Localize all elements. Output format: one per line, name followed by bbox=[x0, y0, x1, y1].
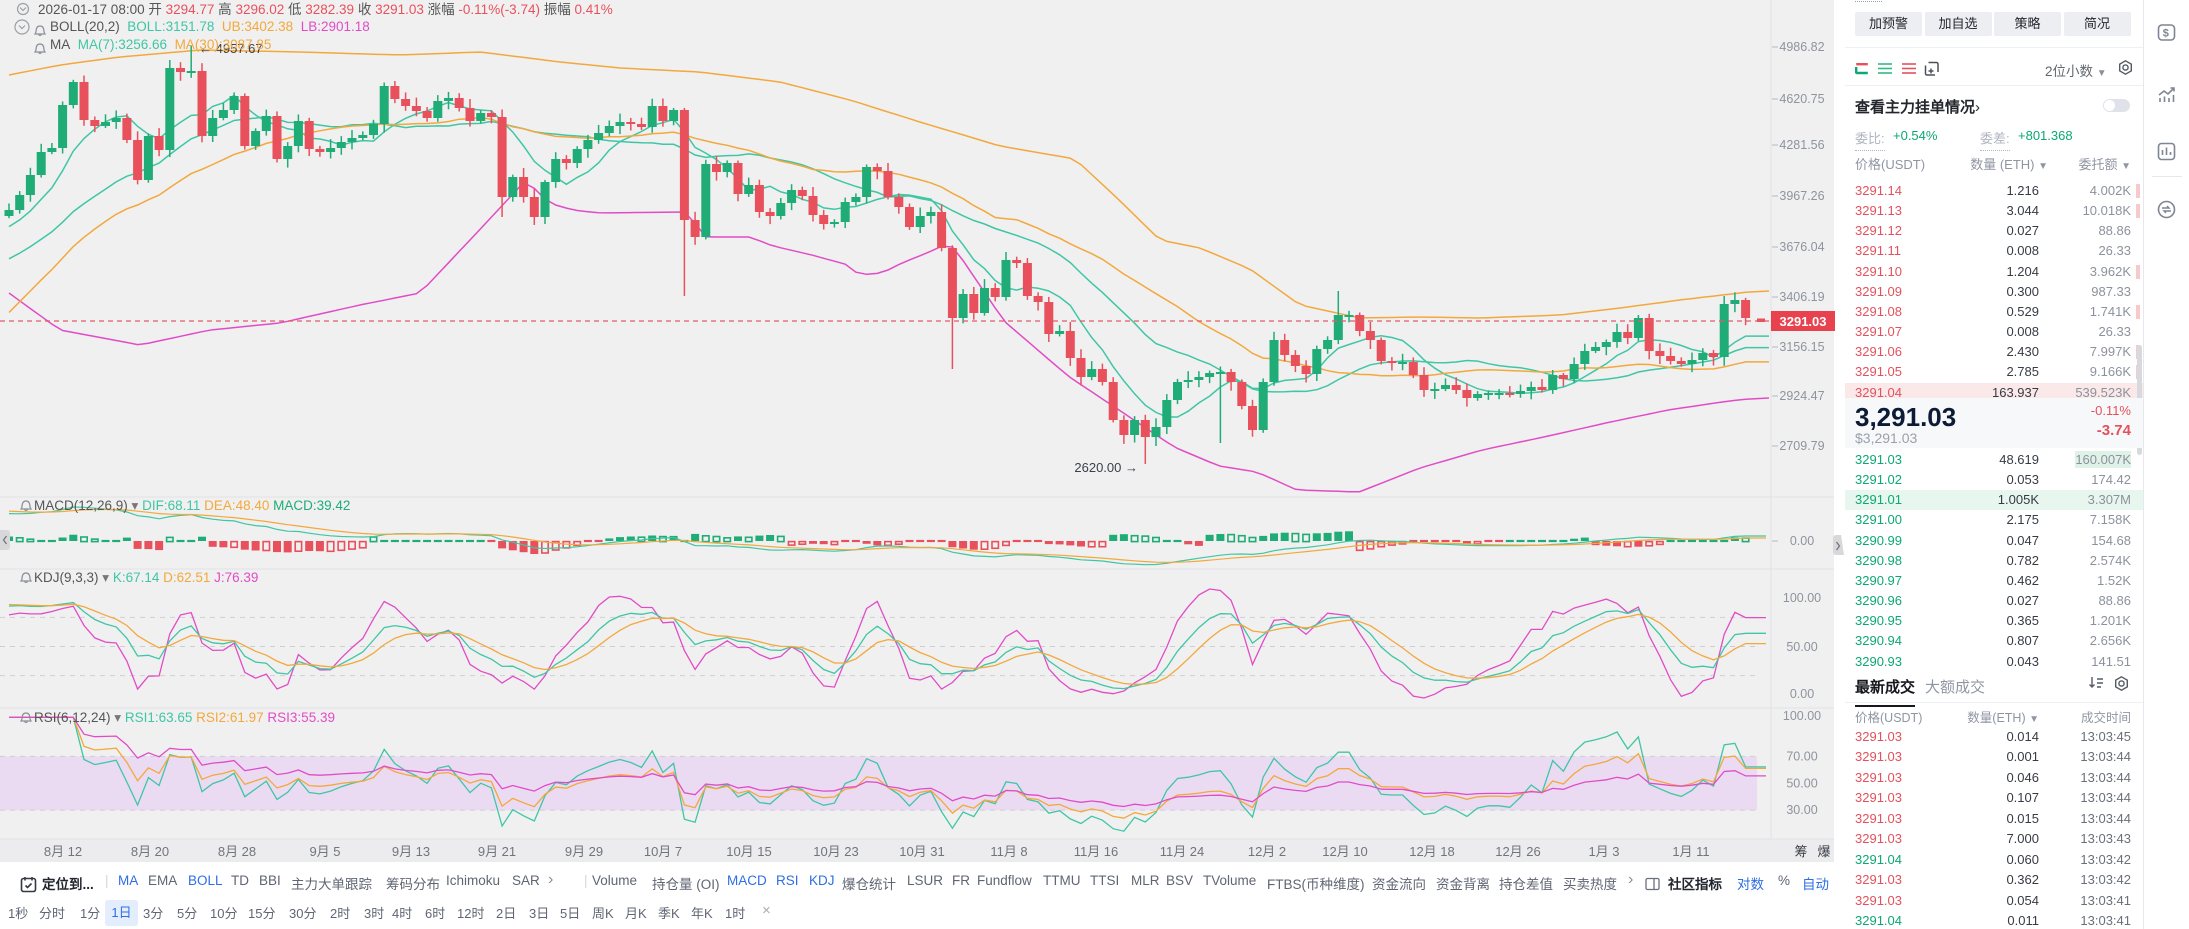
svg-text:4281.56: 4281.56 bbox=[1779, 138, 1824, 152]
svg-text:4986.82: 4986.82 bbox=[1779, 40, 1824, 54]
svg-text:70.00: 70.00 bbox=[1786, 749, 1817, 763]
svg-text:11月 24: 11月 24 bbox=[1160, 844, 1205, 859]
svg-text:MA MA(7):3256.66 MA(30):3087: MA MA(7):3256.66 MA(30):3087.85 bbox=[50, 37, 271, 52]
svg-text:9月 29: 9月 29 bbox=[565, 844, 603, 859]
svg-text:10月 23: 10月 23 bbox=[813, 844, 859, 859]
svg-text:12月 18: 12月 18 bbox=[1409, 844, 1455, 859]
svg-text:2924.47: 2924.47 bbox=[1779, 389, 1824, 403]
svg-text:12月 26: 12月 26 bbox=[1495, 844, 1541, 859]
svg-text:2709.79: 2709.79 bbox=[1779, 439, 1824, 453]
svg-text:2026-01-17 08:00 开 3294.77 高 3: 2026-01-17 08:00 开 3294.77 高 3296.02 低 3… bbox=[38, 1, 613, 17]
svg-text:筹: 筹 bbox=[1794, 844, 1807, 859]
svg-text:0.00: 0.00 bbox=[1790, 687, 1814, 701]
svg-text:8月 20: 8月 20 bbox=[131, 844, 169, 859]
svg-text:MACD(12,26,9) ▾ DIF:68.11 DEA:: MACD(12,26,9) ▾ DIF:68.11 DEA:48.40 MACD… bbox=[34, 498, 350, 513]
svg-text:10月 7: 10月 7 bbox=[644, 844, 682, 859]
svg-text:0.00: 0.00 bbox=[1790, 534, 1814, 548]
svg-text:3967.26: 3967.26 bbox=[1779, 189, 1824, 203]
svg-text:3676.04: 3676.04 bbox=[1779, 240, 1824, 254]
svg-text:BOLL(20,2) BOLL:3151.78 UB:3: BOLL(20,2) BOLL:3151.78 UB:3402.38 LB:29… bbox=[50, 19, 370, 34]
svg-text:1月 11: 1月 11 bbox=[1672, 844, 1709, 859]
svg-text:9月 5: 9月 5 bbox=[309, 844, 340, 859]
svg-text:← 4957.67: ← 4957.67 bbox=[199, 41, 263, 56]
svg-text:9月 21: 9月 21 bbox=[478, 844, 516, 859]
svg-text:3291.03: 3291.03 bbox=[1780, 314, 1827, 329]
svg-text:12月 2: 12月 2 bbox=[1248, 844, 1286, 859]
svg-text:10月 15: 10月 15 bbox=[726, 844, 772, 859]
svg-text:11月 8: 11月 8 bbox=[990, 844, 1027, 859]
svg-text:3156.15: 3156.15 bbox=[1779, 340, 1824, 354]
svg-text:11月 16: 11月 16 bbox=[1074, 844, 1119, 859]
svg-text:100.00: 100.00 bbox=[1783, 591, 1821, 605]
svg-text:KDJ(9,3,3) ▾ K:67.14 D:62.51 J: KDJ(9,3,3) ▾ K:67.14 D:62.51 J:76.39 bbox=[34, 570, 258, 585]
svg-text:2620.00 →: 2620.00 → bbox=[1074, 460, 1138, 475]
svg-text:30.00: 30.00 bbox=[1786, 803, 1817, 817]
svg-text:1月 3: 1月 3 bbox=[1588, 844, 1619, 859]
svg-text:8月 28: 8月 28 bbox=[218, 844, 256, 859]
svg-text:RSI(6,12,24) ▾ RSI1:63.65 RSI2: RSI(6,12,24) ▾ RSI1:63.65 RSI2:61.97 RSI… bbox=[34, 710, 335, 725]
svg-text:$: $ bbox=[2163, 28, 2169, 40]
svg-text:爆: 爆 bbox=[1817, 844, 1830, 859]
svg-text:12月 10: 12月 10 bbox=[1322, 844, 1368, 859]
svg-text:4620.75: 4620.75 bbox=[1779, 92, 1824, 106]
svg-text:3406.19: 3406.19 bbox=[1779, 290, 1824, 304]
svg-text:50.00: 50.00 bbox=[1786, 776, 1817, 790]
svg-text:8月 12: 8月 12 bbox=[44, 844, 82, 859]
svg-text:9月 13: 9月 13 bbox=[392, 844, 430, 859]
svg-text:100.00: 100.00 bbox=[1783, 709, 1821, 723]
svg-text:10月 31: 10月 31 bbox=[899, 844, 945, 859]
svg-text:50.00: 50.00 bbox=[1786, 640, 1817, 654]
